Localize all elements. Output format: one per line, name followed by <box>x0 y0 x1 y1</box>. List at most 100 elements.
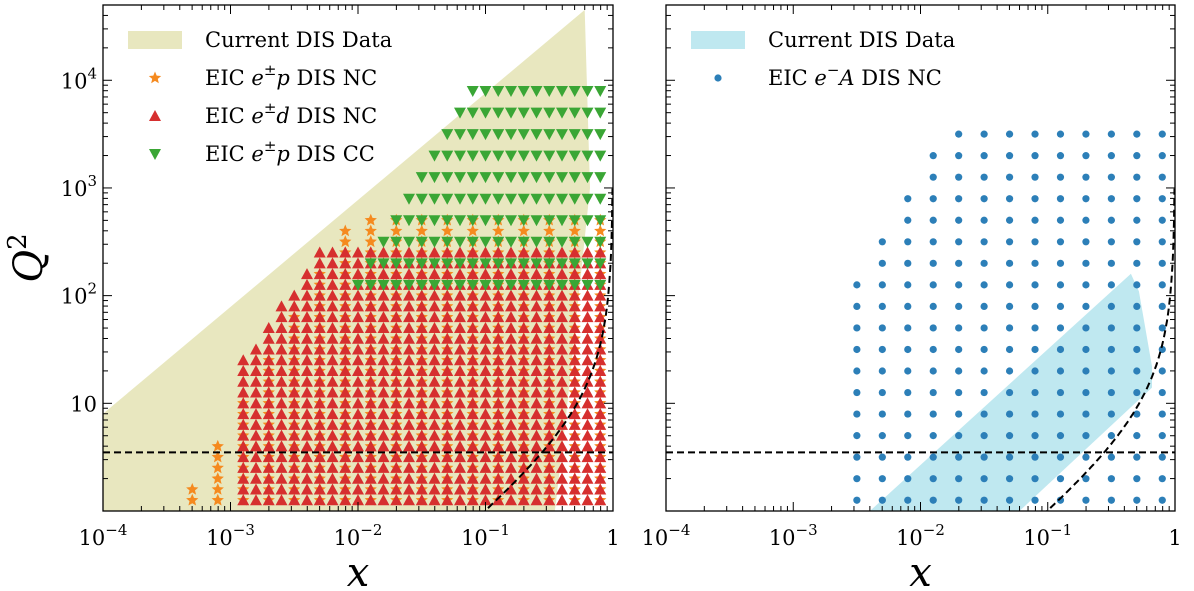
red-triangle-point <box>556 246 568 258</box>
red-triangle-point <box>479 268 492 280</box>
red-triangle-point <box>581 461 594 473</box>
blue-circle-point <box>878 475 886 483</box>
red-triangle-point <box>250 440 262 452</box>
green-triangle-point <box>403 258 415 270</box>
red-triangle-point <box>505 311 517 323</box>
orange-star-point <box>415 224 428 237</box>
red-triangle-point <box>237 418 250 430</box>
green-triangle-point <box>403 236 415 248</box>
red-triangle-point <box>517 451 530 463</box>
orange-star-point <box>568 224 581 237</box>
blue-circle-point <box>1031 302 1039 311</box>
red-triangle-point <box>479 408 492 420</box>
green-triangle-point <box>581 258 594 270</box>
red-triangle-point <box>403 386 415 398</box>
red-triangle-point <box>390 472 403 484</box>
red-triangle-point <box>505 343 517 355</box>
red-triangle-point <box>466 440 479 452</box>
red-triangle-point <box>492 332 505 344</box>
red-triangle-point <box>313 300 326 312</box>
orange-star-point <box>339 224 352 237</box>
red-triangle-point <box>530 451 543 463</box>
red-triangle-point <box>301 354 313 366</box>
orange-star-point <box>211 439 224 452</box>
blue-circle-point <box>955 195 963 203</box>
red-triangle-point <box>466 461 479 473</box>
red-triangle-point <box>377 418 390 430</box>
red-triangle-point <box>517 418 530 430</box>
red-triangle-point <box>466 365 479 377</box>
right-kinematic-cuts <box>666 188 1175 511</box>
red-triangle-point <box>505 268 517 280</box>
legend-label: Current DIS Data <box>205 28 392 52</box>
green-triangle-point <box>492 107 505 119</box>
red-triangle-point <box>403 408 415 420</box>
blue-circle-point <box>1158 302 1166 311</box>
red-triangle-point <box>250 472 262 484</box>
red-triangle-point <box>556 289 568 301</box>
blue-circle-point <box>980 259 988 267</box>
red-triangle-point <box>288 418 301 430</box>
red-triangle-point <box>543 289 556 301</box>
right-axis-ticks: 10−4 10−3 10−2 10−1 1 <box>642 4 1182 550</box>
red-triangle-point <box>505 429 517 441</box>
blue-circle-point <box>1005 302 1014 311</box>
red-triangle-point <box>377 440 390 452</box>
red-triangle-point <box>313 365 326 377</box>
red-triangle-point <box>568 246 581 258</box>
blue-circle-point <box>1031 388 1039 397</box>
red-triangle-point <box>466 451 479 463</box>
red-triangle-point <box>492 289 505 301</box>
red-triangle-point <box>301 268 313 280</box>
red-triangle-point <box>517 386 530 398</box>
green-triangle-point <box>466 193 479 205</box>
red-triangle-point <box>543 483 556 495</box>
red-triangle-point <box>505 365 517 377</box>
red-triangle-point <box>556 300 568 312</box>
green-triangle-point <box>505 236 517 248</box>
red-triangle-point <box>326 257 339 269</box>
red-triangle-point <box>568 354 581 366</box>
green-triangle-point <box>428 279 441 291</box>
red-triangle-point <box>441 440 454 452</box>
red-triangle-point <box>288 321 301 333</box>
blue-circle-point <box>1133 281 1141 289</box>
blue-circle-point <box>1005 195 1014 203</box>
red-triangle-point <box>403 300 415 312</box>
blue-circle-point <box>980 345 988 354</box>
red-triangle-point <box>339 451 352 463</box>
blue-circle-point <box>1005 216 1014 224</box>
blue-circle-point <box>1031 281 1039 289</box>
green-triangle-point <box>364 279 377 291</box>
red-triangle-point <box>594 451 607 463</box>
green-triangle-point <box>466 107 479 119</box>
blue-circle-point <box>929 345 937 354</box>
green-triangle-point <box>568 129 581 141</box>
blue-circle-point <box>1133 302 1141 311</box>
green-triangle-point <box>505 279 517 291</box>
red-triangle-point <box>390 386 403 398</box>
red-triangle-point <box>517 321 530 333</box>
red-triangle-point <box>377 268 390 280</box>
red-triangle-point <box>352 246 364 258</box>
red-triangle-point <box>479 418 492 430</box>
orange-star-point <box>186 483 199 495</box>
blue-circle-point <box>853 367 861 375</box>
red-triangle-point <box>492 440 505 452</box>
blue-circle-point <box>929 152 937 160</box>
red-triangle-point <box>594 429 607 441</box>
red-triangle-point <box>543 397 556 409</box>
green-triangle-point <box>581 279 594 291</box>
svg-text:Q2: Q2 <box>3 233 52 282</box>
red-triangle-point <box>428 332 441 344</box>
red-triangle-point <box>454 397 466 409</box>
red-triangle-point <box>313 440 326 452</box>
red-triangle-point <box>428 408 441 420</box>
red-triangle-point <box>313 289 326 301</box>
red-triangle-point <box>301 343 313 355</box>
green-triangle-point <box>428 150 441 162</box>
blue-circle-point <box>929 324 937 332</box>
red-triangle-point <box>479 397 492 409</box>
red-triangle-point <box>364 300 377 312</box>
red-triangle-point <box>594 365 607 377</box>
